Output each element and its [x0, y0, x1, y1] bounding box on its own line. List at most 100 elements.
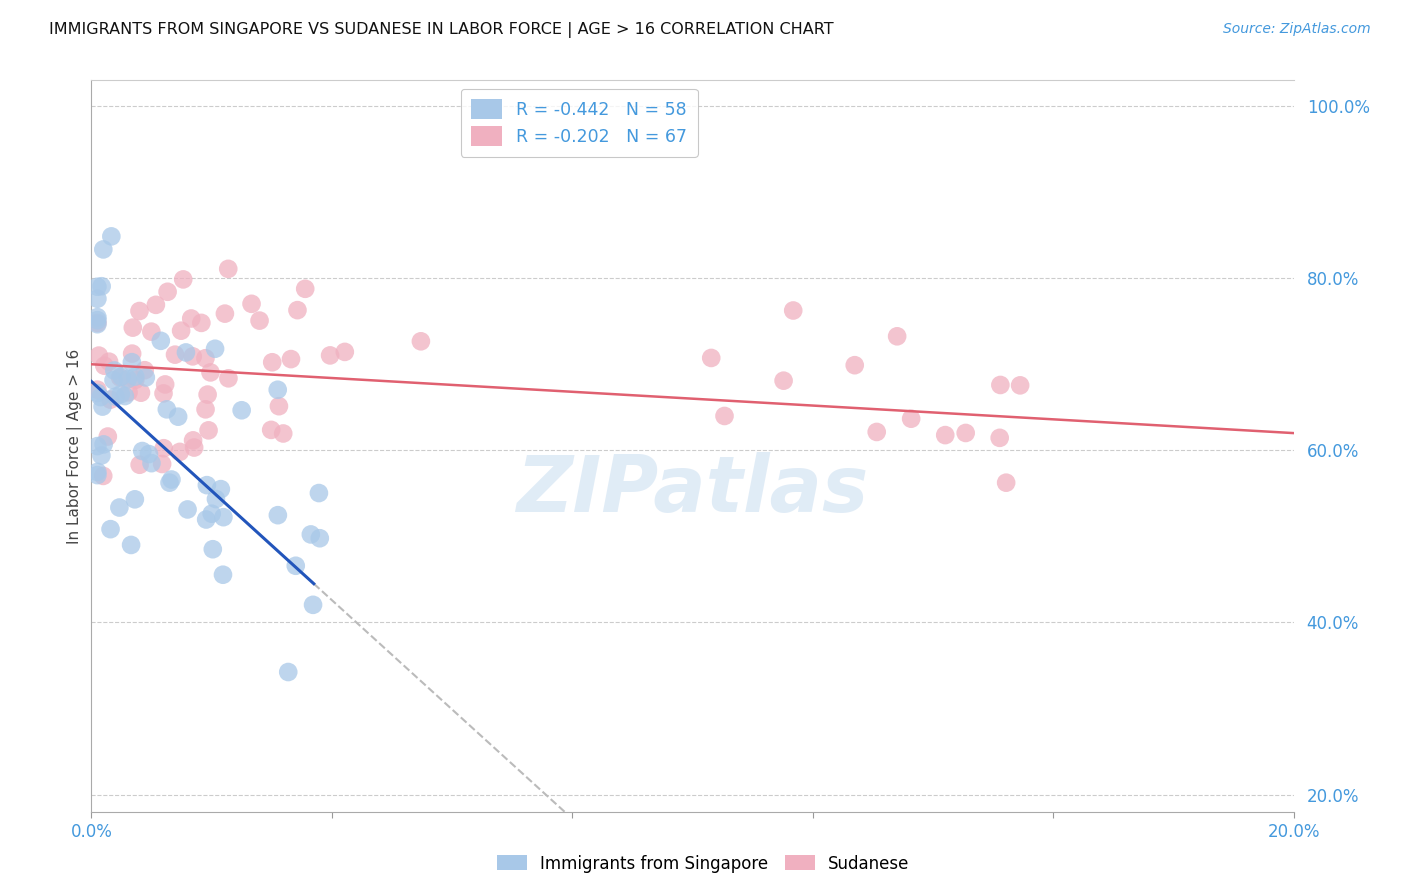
Point — [110, 369, 132, 384]
Point — [409, 334, 432, 349]
Point — [988, 431, 1011, 445]
Legend: Immigrants from Singapore, Sudanese: Immigrants from Singapore, Sudanese — [489, 848, 917, 880]
Point — [141, 456, 163, 470]
Point — [87, 349, 110, 363]
Point — [190, 316, 212, 330]
Point — [201, 542, 224, 557]
Point — [86, 310, 108, 325]
Point — [174, 345, 197, 359]
Point — [93, 359, 115, 373]
Point — [135, 370, 157, 384]
Point — [195, 478, 218, 492]
Y-axis label: In Labor Force | Age > 16: In Labor Force | Age > 16 — [67, 349, 83, 543]
Point — [900, 411, 922, 425]
Point — [91, 243, 114, 257]
Point — [90, 279, 112, 293]
Point — [86, 383, 108, 397]
Point — [267, 383, 290, 397]
Point — [100, 229, 122, 244]
Point — [886, 329, 908, 343]
Point — [90, 390, 112, 404]
Point — [176, 502, 198, 516]
Point — [108, 500, 131, 515]
Point — [152, 442, 174, 456]
Point — [97, 429, 120, 443]
Point — [201, 507, 224, 521]
Point — [284, 558, 307, 573]
Point — [844, 358, 866, 372]
Point — [180, 311, 202, 326]
Point — [103, 373, 125, 387]
Point — [197, 387, 219, 401]
Point — [86, 439, 108, 453]
Point — [249, 313, 271, 327]
Point — [120, 538, 142, 552]
Point — [990, 378, 1012, 392]
Point — [141, 325, 163, 339]
Point — [212, 510, 235, 524]
Point — [153, 377, 176, 392]
Point — [197, 423, 219, 437]
Point — [294, 282, 316, 296]
Point — [110, 387, 132, 401]
Point — [138, 447, 160, 461]
Point — [194, 402, 217, 417]
Point — [86, 279, 108, 293]
Point — [1010, 378, 1032, 392]
Point — [117, 385, 139, 400]
Point — [181, 349, 204, 363]
Point — [131, 444, 153, 458]
Point — [93, 437, 115, 451]
Point — [160, 473, 183, 487]
Point — [86, 468, 108, 483]
Point — [782, 303, 804, 318]
Point — [91, 400, 114, 414]
Point — [86, 465, 108, 479]
Point — [156, 402, 179, 417]
Point — [287, 303, 309, 318]
Point — [167, 409, 190, 424]
Point — [152, 386, 174, 401]
Legend: R = -0.442   N = 58, R = -0.202   N = 67: R = -0.442 N = 58, R = -0.202 N = 67 — [461, 89, 697, 157]
Point — [181, 434, 204, 448]
Point — [194, 351, 217, 366]
Point — [200, 365, 222, 379]
Point — [260, 423, 283, 437]
Point — [267, 399, 290, 413]
Point — [280, 352, 302, 367]
Point — [231, 403, 253, 417]
Point — [128, 304, 150, 318]
Point — [103, 363, 125, 377]
Point — [121, 355, 143, 369]
Point — [150, 457, 173, 471]
Text: IMMIGRANTS FROM SINGAPORE VS SUDANESE IN LABOR FORCE | AGE > 16 CORRELATION CHAR: IMMIGRANTS FROM SINGAPORE VS SUDANESE IN… — [49, 22, 834, 38]
Point — [117, 372, 139, 386]
Point — [277, 665, 299, 679]
Point — [262, 355, 284, 369]
Point — [955, 425, 977, 440]
Point — [169, 445, 191, 459]
Point — [86, 386, 108, 401]
Point — [108, 370, 131, 384]
Point — [124, 369, 146, 384]
Point — [866, 425, 889, 439]
Point — [195, 512, 218, 526]
Point — [86, 292, 108, 306]
Point — [159, 475, 181, 490]
Point — [170, 324, 193, 338]
Point — [149, 334, 172, 348]
Point — [98, 354, 121, 368]
Point — [90, 449, 112, 463]
Point — [183, 441, 205, 455]
Point — [129, 385, 152, 400]
Point — [271, 426, 294, 441]
Point — [299, 527, 322, 541]
Point — [308, 531, 330, 545]
Text: ZIPatlas: ZIPatlas — [516, 452, 869, 528]
Point — [104, 390, 127, 404]
Point — [205, 492, 228, 507]
Point — [302, 598, 325, 612]
Point — [267, 508, 290, 523]
Point — [240, 297, 263, 311]
Point — [86, 316, 108, 330]
